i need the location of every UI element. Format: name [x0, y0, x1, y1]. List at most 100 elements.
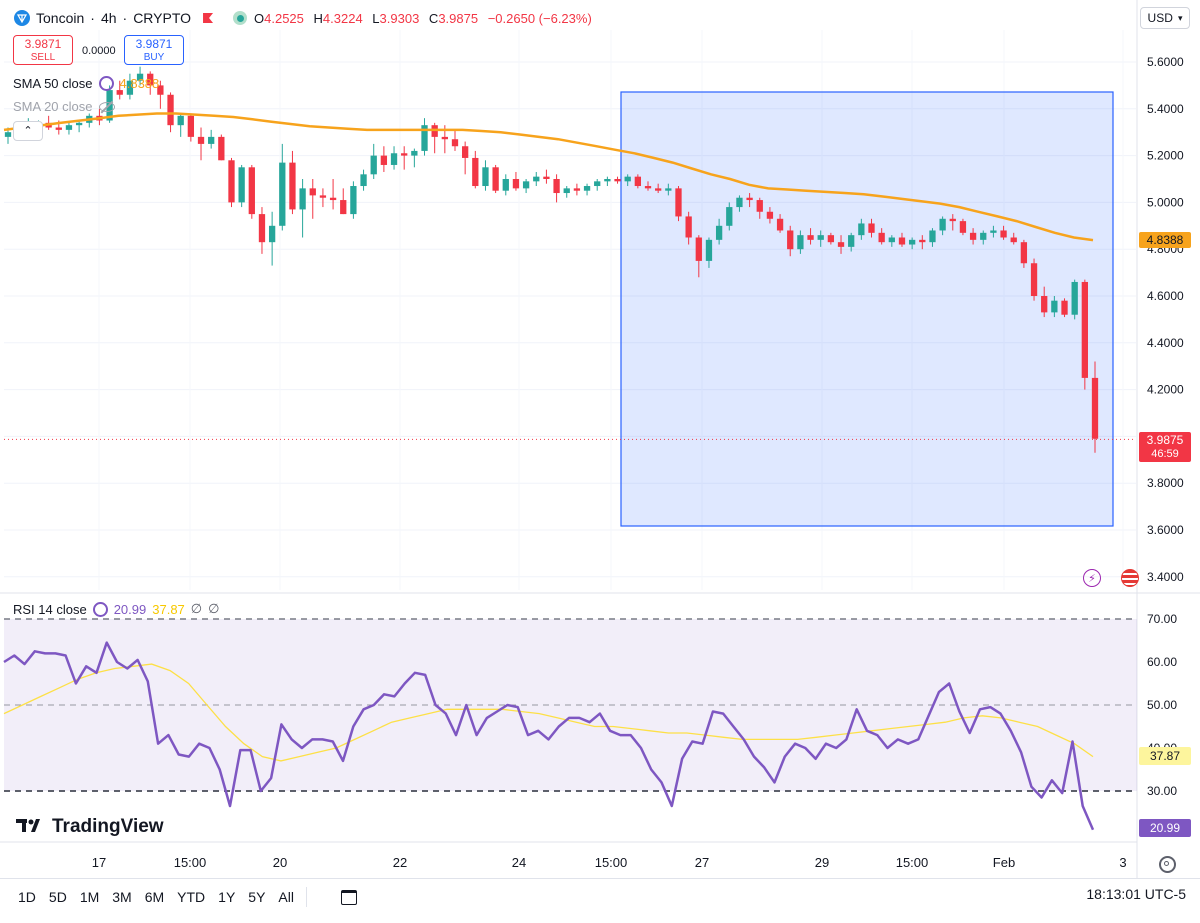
candle[interactable] — [319, 188, 327, 208]
range-1y[interactable]: 1Y — [218, 889, 236, 905]
candle[interactable] — [980, 230, 987, 245]
candle[interactable] — [380, 146, 388, 172]
collapse-legend-button[interactable]: ⌃ — [13, 121, 43, 141]
sma50-line[interactable] — [3, 112, 1094, 242]
candle[interactable] — [675, 186, 682, 222]
candle[interactable] — [1041, 286, 1048, 318]
candle[interactable] — [939, 216, 946, 236]
candle[interactable] — [583, 183, 591, 196]
candle[interactable] — [1010, 232, 1017, 245]
candle[interactable] — [1051, 296, 1058, 318]
candle[interactable] — [695, 235, 702, 278]
market-status-icon[interactable] — [233, 11, 248, 25]
candle[interactable] — [807, 228, 814, 245]
buy-button[interactable]: 3.9871 BUY — [124, 35, 184, 65]
candle[interactable] — [929, 228, 936, 247]
candle[interactable] — [279, 143, 286, 231]
candle[interactable] — [340, 188, 347, 215]
candle[interactable] — [299, 179, 306, 238]
candle[interactable] — [827, 232, 835, 245]
candle[interactable] — [756, 197, 763, 219]
candle[interactable] — [268, 211, 276, 266]
candle[interactable] — [715, 218, 723, 245]
range-ytd[interactable]: YTD — [177, 889, 206, 905]
candle[interactable] — [817, 230, 824, 247]
candle[interactable] — [604, 176, 611, 187]
candle[interactable] — [1091, 361, 1099, 453]
candle[interactable] — [665, 183, 672, 196]
candle[interactable] — [289, 150, 296, 215]
tradingview-logo[interactable]: TradingView — [16, 816, 164, 838]
range-3m[interactable]: 3M — [112, 889, 132, 905]
candle[interactable] — [969, 228, 977, 245]
candle[interactable] — [462, 141, 469, 175]
candle[interactable] — [553, 174, 560, 203]
settings-icon[interactable] — [1159, 856, 1176, 873]
candle[interactable] — [177, 113, 184, 137]
range-5d[interactable]: 5D — [48, 889, 67, 905]
candle[interactable] — [45, 115, 52, 130]
candle[interactable] — [736, 195, 743, 212]
candle[interactable] — [563, 186, 570, 198]
refresh-icon[interactable] — [98, 76, 114, 91]
candle[interactable] — [258, 207, 266, 254]
candle[interactable] — [1000, 225, 1007, 240]
candle[interactable] — [705, 237, 713, 268]
range-1m[interactable]: 1M — [79, 889, 100, 905]
candle[interactable] — [837, 235, 845, 254]
candle[interactable] — [614, 176, 621, 184]
candle[interactable] — [329, 179, 337, 210]
candle[interactable] — [431, 122, 438, 154]
candle[interactable] — [644, 181, 652, 191]
candle[interactable] — [949, 214, 956, 231]
sma50-legend[interactable]: SMA 50 close 4.8388 — [13, 76, 159, 91]
candle[interactable] — [492, 164, 499, 194]
candle[interactable] — [451, 129, 459, 151]
candle[interactable] — [187, 113, 195, 142]
candle[interactable] — [228, 157, 235, 208]
candle[interactable] — [136, 66, 144, 86]
candle[interactable] — [624, 174, 631, 187]
candle[interactable] — [797, 230, 804, 254]
candle[interactable] — [1020, 239, 1028, 268]
candle[interactable] — [1071, 279, 1078, 320]
candle[interactable] — [197, 127, 205, 161]
candle[interactable] — [746, 193, 753, 208]
candle[interactable] — [75, 120, 83, 133]
candle[interactable] — [776, 214, 784, 233]
candle[interactable] — [898, 232, 906, 247]
rsi-line[interactable] — [3, 641, 1095, 831]
sma20-legend[interactable]: SMA 20 close — [13, 99, 115, 114]
range-6m[interactable]: 6M — [144, 889, 165, 905]
candle[interactable] — [401, 146, 408, 170]
rsi-sma-line[interactable] — [3, 663, 1094, 762]
refresh-icon[interactable] — [92, 601, 108, 617]
candle[interactable] — [116, 80, 123, 100]
candle[interactable] — [248, 164, 255, 219]
calendar-goto-icon[interactable] — [340, 889, 357, 905]
candle[interactable] — [390, 146, 398, 170]
candle[interactable] — [1081, 279, 1088, 390]
candle[interactable] — [685, 211, 692, 245]
candle[interactable] — [65, 122, 73, 135]
candle[interactable] — [350, 181, 357, 219]
candle[interactable] — [766, 207, 774, 224]
candle[interactable] — [411, 148, 418, 168]
candle[interactable] — [888, 235, 895, 247]
candle[interactable] — [126, 73, 134, 100]
range-1d[interactable]: 1D — [18, 889, 36, 905]
symbol-title[interactable]: Toncoin · 4h · CRYPTO — [14, 10, 248, 26]
range-all[interactable]: All — [278, 889, 294, 905]
candle[interactable] — [868, 218, 875, 238]
candle[interactable] — [472, 150, 479, 189]
candle[interactable] — [512, 171, 520, 191]
candle[interactable] — [533, 171, 540, 187]
candle[interactable] — [858, 218, 865, 240]
candle[interactable] — [848, 232, 855, 252]
candle[interactable] — [787, 225, 794, 257]
us-flag-icon[interactable] — [1121, 569, 1139, 587]
candle[interactable] — [208, 129, 215, 149]
candle[interactable] — [655, 183, 662, 194]
candle[interactable] — [634, 174, 641, 189]
